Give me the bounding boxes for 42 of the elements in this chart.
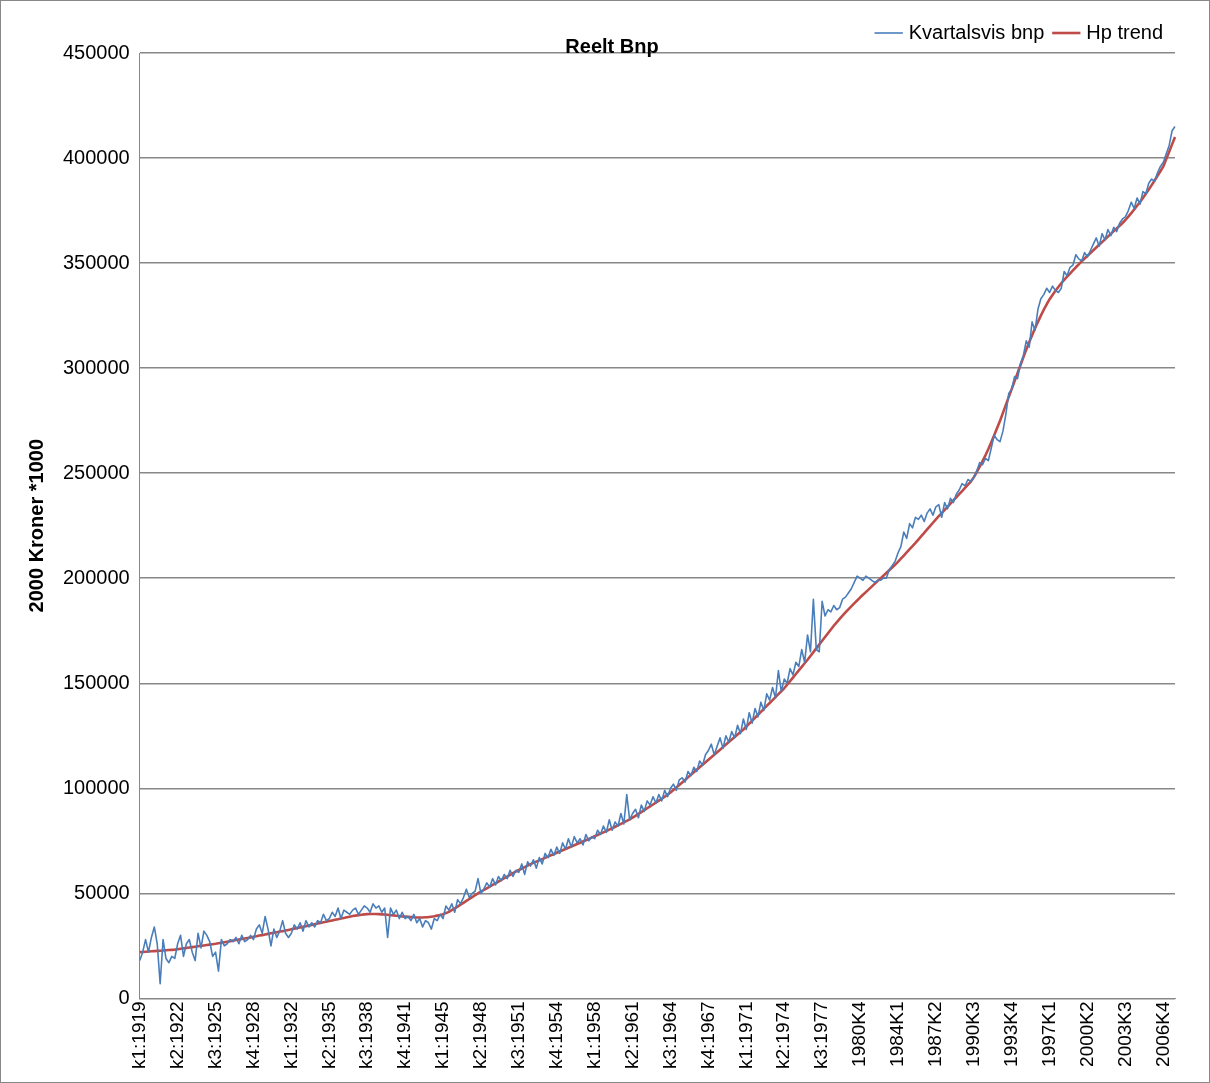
x-tick-label: k1:1932 (279, 1001, 301, 1070)
x-tick-label: 1980K4 (848, 1000, 870, 1067)
x-tick-label: 1987K2 (924, 1001, 946, 1067)
x-tick-label: k4:1941 (393, 1001, 415, 1070)
x-tick-label: k3:1925 (203, 1001, 225, 1070)
y-tick-label: 250000 (62, 460, 130, 483)
y-tick-label: 150000 (62, 670, 130, 693)
y-axis-title: 2000 Kroner *1000 (24, 438, 47, 613)
x-tick-label: k2:1961 (620, 1001, 642, 1070)
x-tick-label: k2:1974 (772, 1000, 794, 1070)
x-tick-label: k2:1948 (469, 1001, 491, 1070)
x-tick-label: k1:1958 (582, 1001, 604, 1070)
x-tick-label: k1:1971 (734, 1001, 756, 1070)
x-tick-label: k3:1977 (810, 1001, 832, 1070)
y-tick-label: 50000 (74, 880, 130, 903)
x-tick-label: 1993K4 (999, 1000, 1021, 1067)
y-tick-label: 100000 (62, 775, 130, 798)
x-tick-label: 2000K2 (1075, 1001, 1097, 1067)
legend-label: Hp trend (1086, 20, 1164, 43)
x-tick-label: 2003K3 (1113, 1001, 1135, 1067)
y-tick-label: 300000 (62, 355, 130, 378)
x-tick-label: k4:1928 (241, 1001, 263, 1070)
y-tick-label: 400000 (62, 145, 130, 168)
x-tick-label: k1:1919 (127, 1001, 149, 1070)
x-tick-label: k4:1967 (696, 1001, 718, 1070)
x-tick-label: k2:1935 (317, 1001, 339, 1070)
x-tick-label: k4:1954 (544, 1000, 566, 1070)
y-tick-label: 200000 (62, 565, 130, 588)
x-tick-label: 2006K4 (1151, 1000, 1173, 1067)
x-tick-label: 1997K1 (1037, 1001, 1059, 1067)
y-tick-label: 350000 (62, 250, 130, 273)
x-tick-label: k3:1938 (355, 1001, 377, 1070)
y-tick-label: 450000 (62, 40, 130, 63)
x-tick-label: 1984K1 (886, 1001, 908, 1067)
x-tick-label: k3:1964 (658, 1000, 680, 1070)
x-tick-label: k2:1922 (165, 1001, 187, 1070)
x-tick-label: k1:1945 (431, 1001, 453, 1070)
x-tick-label: 1990K3 (962, 1001, 984, 1067)
legend-label: Kvartalsvis bnp (908, 20, 1045, 43)
chart-title: Reelt Bnp (565, 34, 659, 57)
x-tick-label: k3:1951 (507, 1001, 529, 1070)
y-tick-label: 0 (118, 985, 130, 1008)
